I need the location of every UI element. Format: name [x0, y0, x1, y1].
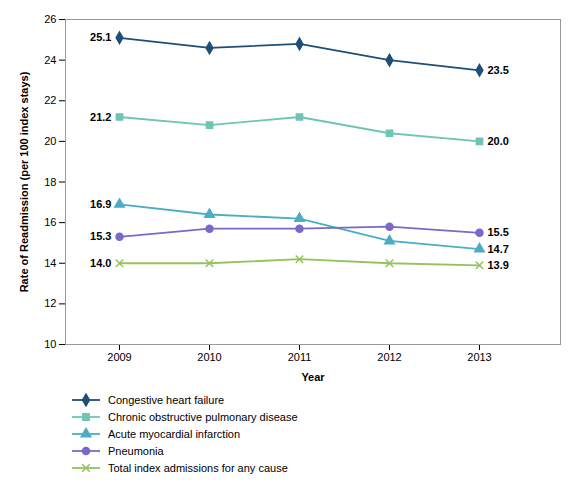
svg-text:14.0: 14.0: [90, 257, 111, 269]
svg-text:20.0: 20.0: [488, 135, 509, 147]
html-text:Chronic obstructive pulmonary: Chronic obstructive pulmonary disease: [108, 410, 298, 423]
svg-text:2013: 2013: [467, 351, 491, 363]
svg-text:20: 20: [44, 135, 56, 147]
svg-text:14: 14: [44, 257, 56, 269]
svg-text:2012: 2012: [377, 351, 401, 363]
svg-text:Rate of Readmission (per 100 i: Rate of Readmission (per 100 index stays…: [18, 71, 30, 292]
svg-text:13.9: 13.9: [488, 259, 509, 271]
html-text:Congestive heart failure: Congestive heart failure: [108, 393, 225, 406]
svg-text:22: 22: [44, 94, 56, 106]
svg-text:15.3: 15.3: [90, 230, 111, 242]
svg-text:16: 16: [44, 216, 56, 228]
svg-text:2009: 2009: [107, 351, 131, 363]
svg-text:2011: 2011: [288, 351, 312, 363]
svg-text:12: 12: [44, 297, 56, 309]
html-text:Acute myocardial infarction: Acute myocardial infarction: [108, 427, 241, 440]
svg-text:14.7: 14.7: [488, 243, 509, 255]
svg-text:21.2: 21.2: [90, 111, 111, 123]
svg-text:Year: Year: [301, 371, 325, 383]
svg-text:25.1: 25.1: [90, 31, 111, 43]
html-text:Total index admissions for any: Total index admissions for any cause: [108, 461, 288, 474]
svg-text:15.5: 15.5: [488, 226, 509, 238]
svg-text:26: 26: [44, 13, 56, 25]
svg-text:16.9: 16.9: [90, 198, 111, 210]
svg-text:23.5: 23.5: [488, 64, 509, 76]
svg-text:18: 18: [44, 176, 56, 188]
svg-text:24: 24: [44, 54, 56, 66]
html-text:Pneumonia: Pneumonia: [108, 444, 164, 457]
svg-text:2010: 2010: [197, 351, 221, 363]
svg-text:10: 10: [44, 338, 56, 350]
